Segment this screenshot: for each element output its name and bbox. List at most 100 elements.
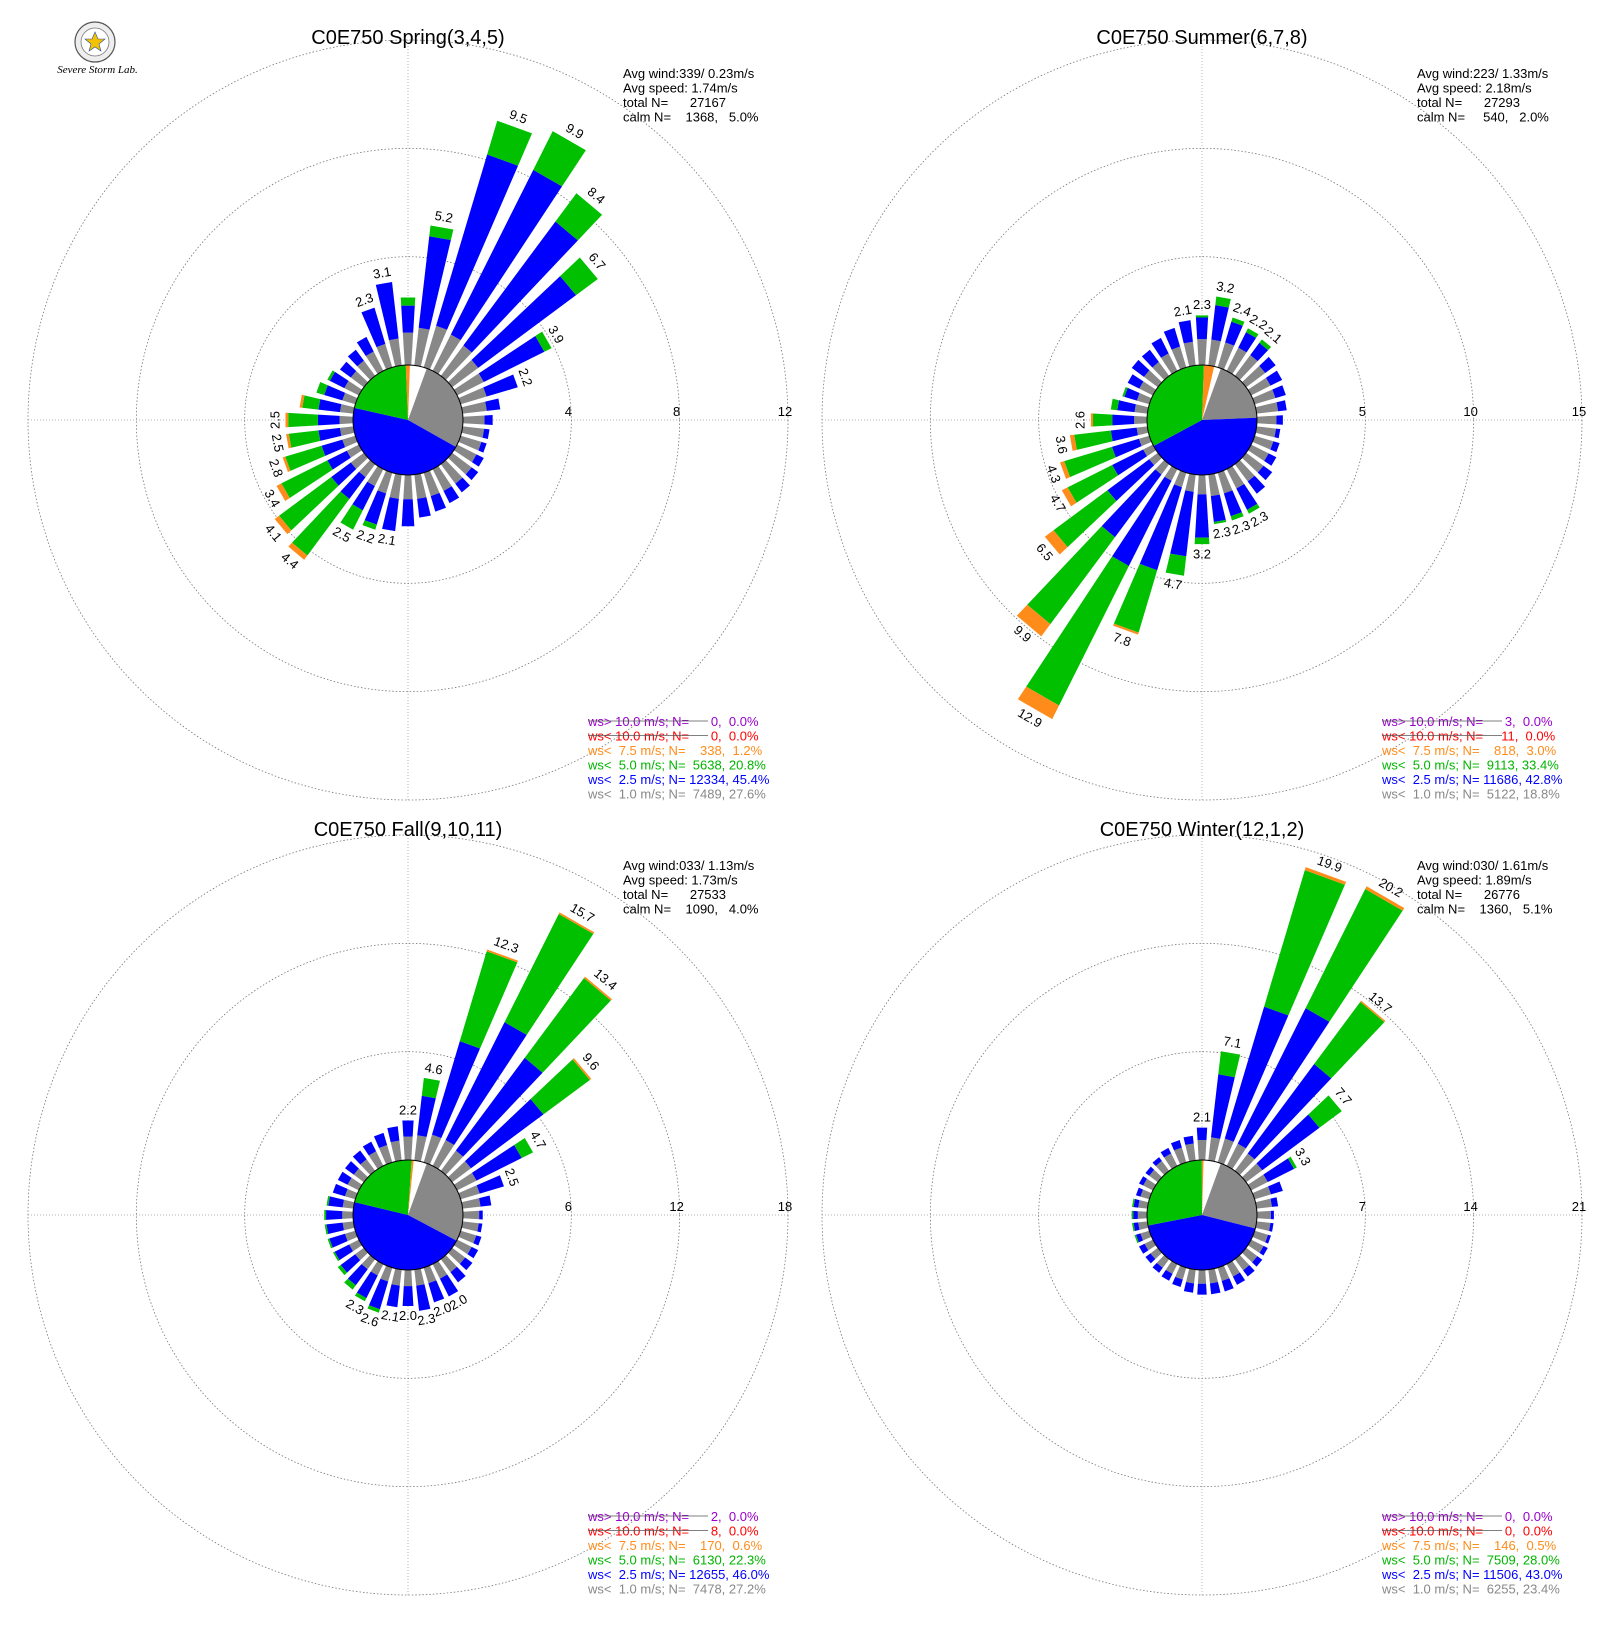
bar-segment-blue xyxy=(1141,349,1159,368)
bar-segment-blue xyxy=(417,1095,436,1137)
bar-segment-blue xyxy=(445,1022,527,1145)
bar-segment-gray xyxy=(1226,465,1245,489)
bar-segment-gray xyxy=(1149,1169,1163,1183)
bar-segment-green xyxy=(514,1138,534,1159)
bar-segment-gray xyxy=(1234,1254,1250,1271)
pie-slice-orange xyxy=(405,365,410,420)
bar-segment-gray xyxy=(423,1134,442,1165)
bar-segment-gray xyxy=(346,444,363,458)
bar-segment-gray xyxy=(1171,346,1187,370)
bar-segment-blue xyxy=(1276,400,1287,412)
bar-segment-blue xyxy=(436,154,519,330)
bar-segment-gray xyxy=(1183,341,1196,367)
bar-segment-gray xyxy=(368,1151,384,1170)
pie-slice-gray xyxy=(1202,368,1257,420)
grid-ring xyxy=(821,39,1583,801)
stats-line: Avg wind:030/ 1.61m/s xyxy=(1417,858,1549,873)
bar-segment-green xyxy=(1026,556,1129,706)
pie-slice-orange xyxy=(408,1160,414,1215)
bar-segment-blue xyxy=(1238,332,1257,353)
bar-segment-blue xyxy=(356,336,374,356)
bar-segment-gray xyxy=(360,1159,376,1176)
bar-segment-blue xyxy=(1223,490,1242,517)
bar-segment-gray xyxy=(1208,1268,1218,1284)
bar-segment-blue xyxy=(1272,385,1286,399)
bar-segment-gray xyxy=(447,452,472,475)
pie-slice-green xyxy=(1147,364,1204,447)
bar-segment-blue xyxy=(1243,1265,1255,1277)
bar-segment-gray xyxy=(1144,1239,1157,1251)
bar-segment-blue xyxy=(1266,370,1283,386)
bar-segment-gray xyxy=(1136,392,1152,405)
bar-segment-gray xyxy=(1256,415,1277,425)
bar-segment-green xyxy=(524,978,611,1073)
legend-entry: ws< 1.0 m/s; N= 7489, 27.6% xyxy=(587,787,766,802)
bar-segment-blue xyxy=(465,467,479,481)
legend-entry: ws< 2.5 m/s; N= 12655, 46.0% xyxy=(587,1567,770,1582)
bar-segment-gray xyxy=(453,444,477,463)
lab-logo: Severe Storm Lab. xyxy=(50,18,145,88)
bar-segment-blue xyxy=(483,374,518,397)
legend-entry: ws< 10.0 m/s; N= 11, 0.0% xyxy=(1381,729,1556,744)
bar-segment-gray xyxy=(1226,1260,1240,1277)
legend-entry: ws< 7.5 m/s; N= 818, 3.0% xyxy=(1381,743,1557,758)
bar-segment-blue xyxy=(455,1057,543,1157)
pie-outline xyxy=(1146,1159,1258,1271)
bar-segment-gray xyxy=(1247,377,1271,396)
bar-segment-gray xyxy=(403,474,413,500)
bar-segment-gray xyxy=(462,415,485,425)
bar-segment-blue xyxy=(1210,1074,1235,1139)
bar-segment-blue xyxy=(1112,476,1172,567)
bar-segment-blue xyxy=(1135,1233,1144,1243)
bar-segment-gray xyxy=(339,415,354,425)
panel-title: C0E750 Winter(12,1,2) xyxy=(1100,819,1305,841)
bar-segment-green xyxy=(1027,526,1115,625)
bar-segment-gray xyxy=(432,334,461,375)
bar-segment-gray xyxy=(390,1140,402,1162)
bar-segment-orange xyxy=(558,912,595,934)
bar-segment-gray xyxy=(423,470,440,497)
bar-segment-green xyxy=(1131,1210,1134,1220)
bar-segment-gray xyxy=(461,1221,479,1232)
bar-segment-gray xyxy=(423,325,448,370)
bar-segment-green xyxy=(400,297,416,306)
bar-segment-gray xyxy=(1149,452,1163,466)
bar-segment-green xyxy=(1230,512,1244,521)
bar-segment-orange xyxy=(1069,434,1077,451)
ring-label: 14 xyxy=(1463,1199,1477,1214)
bar-segment-blue xyxy=(1247,1063,1332,1160)
grid-ring xyxy=(244,1051,572,1379)
bar-segment-blue xyxy=(1152,1262,1163,1273)
bar-segment-blue xyxy=(329,371,349,389)
ring-label: 12 xyxy=(778,404,792,419)
pie-slice-blue xyxy=(353,407,456,475)
bar-segment-blue xyxy=(1211,305,1229,342)
bar-segment-green xyxy=(302,395,321,410)
stats-line: total N= 26776 xyxy=(1417,887,1520,902)
bar-segment-blue xyxy=(1170,1140,1182,1151)
bar-segment-blue xyxy=(1196,1127,1208,1141)
bar-segment-blue xyxy=(1252,1256,1263,1267)
bar-segment-blue xyxy=(1237,1008,1330,1149)
bar-segment-green xyxy=(326,1195,330,1206)
bar-value-label: 19.9 xyxy=(1315,853,1344,876)
bar-segment-blue xyxy=(428,1280,445,1303)
bar-value-label: 4.7 xyxy=(527,1128,549,1151)
bar-segment-blue xyxy=(1259,356,1276,373)
bar-segment-blue xyxy=(477,1223,483,1233)
bar-segment-gray xyxy=(350,452,369,469)
bar-segment-orange xyxy=(1016,604,1051,637)
bar-segment-blue xyxy=(317,414,340,426)
bar-segment-gray xyxy=(1252,435,1274,450)
bar-segment-blue xyxy=(1265,1234,1272,1244)
legend-entry: ws< 1.0 m/s; N= 5122, 18.8% xyxy=(1381,787,1560,802)
wind-rose-panel: 6 12 182.24.612.315.713.49.64.72.52.02.02.… xyxy=(27,819,792,1597)
bar-value-label: 7.8 xyxy=(1111,629,1133,649)
bar-segment-gray xyxy=(1175,1265,1187,1280)
pie-slice-blue xyxy=(353,1202,457,1270)
bar-value-label: 2.5 xyxy=(269,433,287,453)
bar-segment-blue xyxy=(340,471,366,499)
stats-line: Avg speed: 1.89m/s xyxy=(1417,873,1532,888)
